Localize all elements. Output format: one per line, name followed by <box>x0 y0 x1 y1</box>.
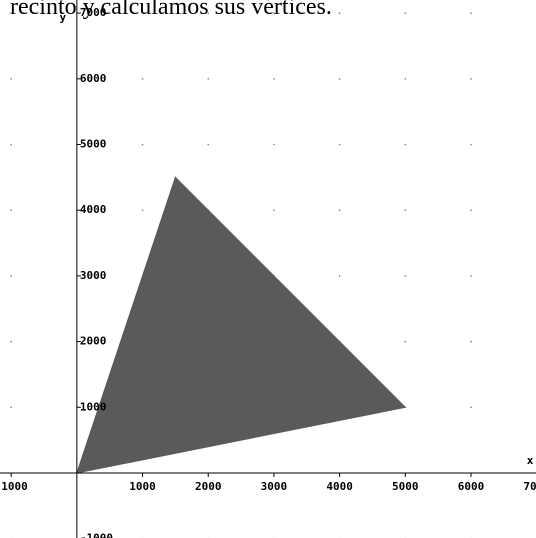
x-tick-label: 4000 <box>326 480 353 493</box>
grid-dot <box>273 12 275 14</box>
x-axis-label: x <box>527 454 534 467</box>
grid-dot <box>338 143 341 146</box>
y-tick-label: 5000 <box>80 138 107 151</box>
grid-dot <box>141 12 144 14</box>
grid-dot <box>338 78 341 80</box>
x-tick-label: 7000 <box>523 480 536 493</box>
grid-dot <box>10 12 12 14</box>
grid-dot <box>470 340 472 343</box>
grid-dot <box>470 275 472 277</box>
x-tick-label: -1000 <box>0 480 28 493</box>
grid-dot <box>141 209 144 212</box>
x-tick-label: 5000 <box>392 480 419 493</box>
grid-dot <box>470 209 472 212</box>
grid-dot <box>207 78 210 80</box>
grid-dot <box>338 209 341 212</box>
grid-dot <box>10 340 12 343</box>
y-tick-label: 2000 <box>80 335 107 348</box>
grid-dot <box>404 12 407 14</box>
grid-dot <box>10 143 12 146</box>
y-tick-label: 4000 <box>80 203 107 216</box>
y-tick-label: -1000 <box>80 532 113 538</box>
grid-dot <box>10 209 12 212</box>
grid-dot <box>404 209 407 212</box>
x-tick-label: 3000 <box>261 480 288 493</box>
y-tick-label: 7000 <box>80 6 107 19</box>
y-tick-label: 6000 <box>80 72 107 85</box>
grid-dot <box>404 275 407 277</box>
x-tick-label: 2000 <box>195 480 222 493</box>
grid-dot <box>404 78 407 80</box>
grid-dot <box>273 78 275 80</box>
grid-dot <box>141 143 144 146</box>
caption: recinto y calculamos sus vértices. <box>10 0 332 20</box>
grid-dot <box>470 143 472 146</box>
grid-dot <box>10 406 12 409</box>
grid-dot <box>10 275 12 277</box>
y-axis-label: y <box>60 11 67 24</box>
grid-dot <box>470 406 472 409</box>
grid-dot <box>273 143 275 146</box>
grid-dot <box>404 340 407 343</box>
grid-dot <box>207 143 210 146</box>
y-tick-label: 1000 <box>80 400 107 413</box>
grid-dot <box>273 209 275 212</box>
grid-dot <box>404 143 407 146</box>
grid-dot <box>338 275 341 277</box>
x-tick-label: 1000 <box>129 480 156 493</box>
grid-dot <box>470 78 472 80</box>
region <box>76 176 407 474</box>
x-tick-label: 6000 <box>458 480 485 493</box>
grid-dot <box>338 12 341 14</box>
grid-dot <box>470 12 472 14</box>
grid-dot <box>207 12 210 14</box>
grid-dot <box>141 78 144 80</box>
y-tick-label: 3000 <box>80 269 107 282</box>
grid-dot <box>10 78 12 80</box>
